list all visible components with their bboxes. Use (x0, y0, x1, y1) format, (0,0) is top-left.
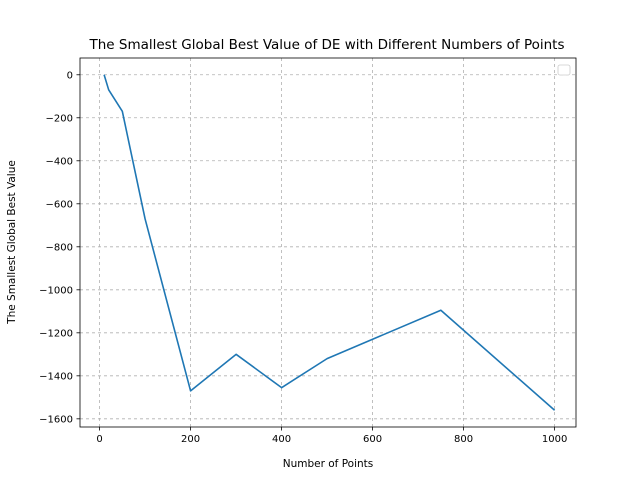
y-tick-label: −1600 (39, 414, 73, 425)
x-tick-label: 400 (272, 434, 291, 445)
y-tick-label: 0 (67, 70, 73, 81)
grid (80, 58, 576, 427)
series-line (103, 74, 556, 411)
y-tick-label: −200 (46, 113, 73, 124)
y-tick-label: −800 (46, 242, 73, 253)
series-group (103, 74, 556, 411)
x-tick-label: 800 (454, 434, 473, 445)
x-tick-label: 600 (363, 434, 382, 445)
y-tick-label: −1200 (39, 328, 73, 339)
y-tick-label: −1400 (39, 371, 73, 382)
x-tick-label: 1000 (542, 434, 567, 445)
ticks-group: 0 200 400 600 800 1000 0 −200 −400 −600 −800 −1000 −… (39, 70, 567, 445)
legend-box (557, 64, 571, 76)
chart-title: The Smallest Global Best Value of DE wit… (88, 37, 564, 53)
x-axis-label: Number of Points (283, 458, 374, 470)
y-tick-label: −600 (46, 199, 73, 210)
x-tick-label: 200 (181, 434, 200, 445)
y-tick-label: −400 (46, 156, 73, 167)
y-axis-label: The Smallest Global Best Value (6, 160, 18, 325)
y-tick-label: −1000 (39, 285, 73, 296)
x-tick-label: 0 (96, 434, 102, 445)
plot-frame (79, 57, 577, 428)
